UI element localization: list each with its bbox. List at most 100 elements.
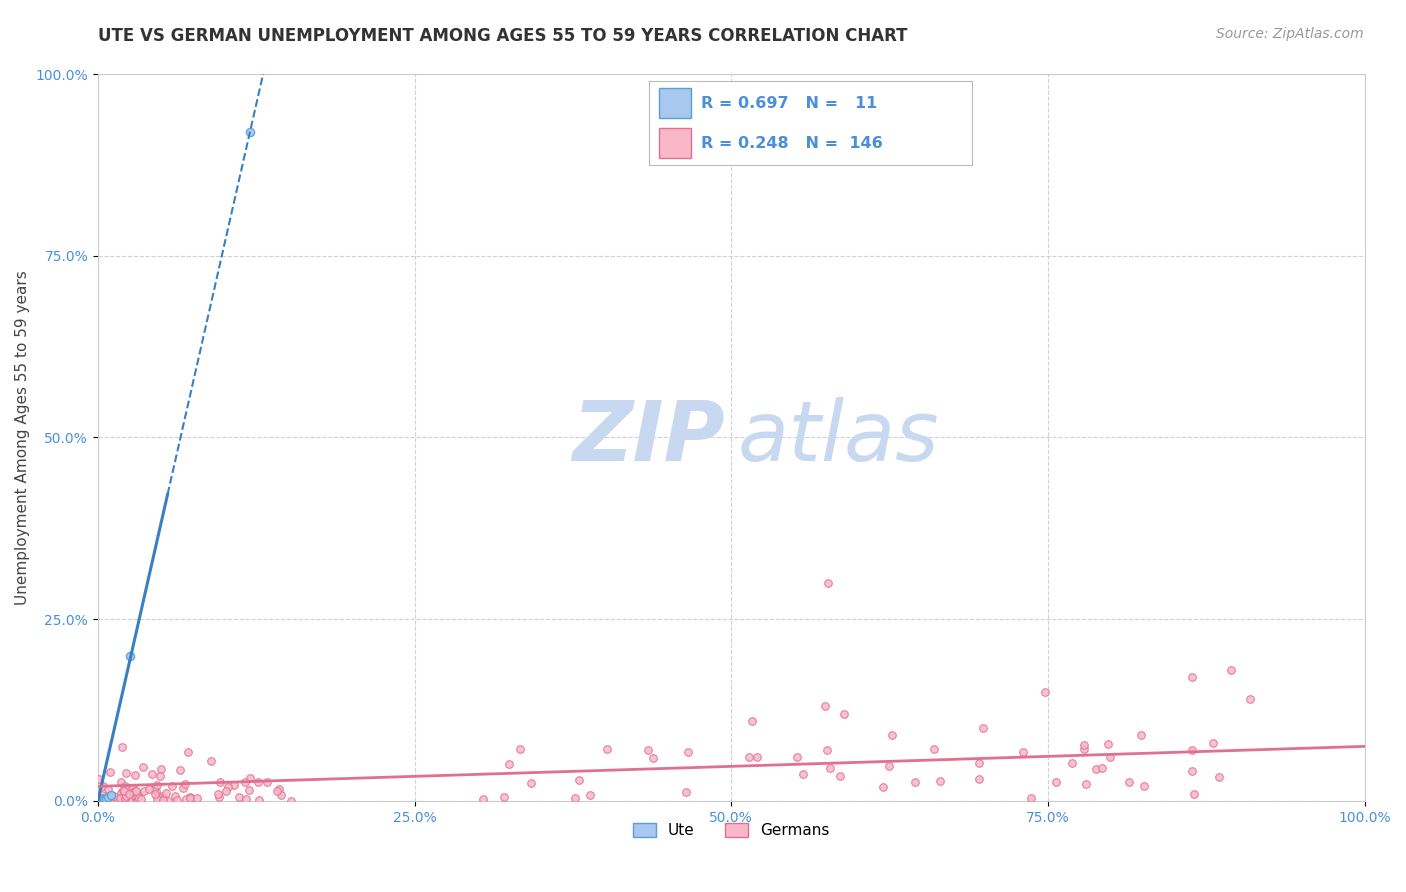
- Point: [1118, 774, 1140, 789]
- Point: [179, 790, 201, 805]
- Text: Source: ZipAtlas.com: Source: ZipAtlas.com: [1216, 27, 1364, 41]
- Point: [174, 777, 197, 791]
- Point: [118, 788, 141, 802]
- Point: [222, 778, 245, 792]
- Point: [111, 740, 134, 755]
- Point: [121, 788, 143, 802]
- Point: [239, 772, 262, 786]
- Point: [160, 780, 183, 794]
- Point: [676, 745, 699, 759]
- Point: [1099, 750, 1122, 764]
- Point: [509, 742, 531, 756]
- Point: [89, 772, 111, 786]
- Point: [578, 788, 600, 802]
- Point: [100, 788, 122, 802]
- Point: [1033, 685, 1056, 699]
- Point: [200, 754, 222, 768]
- Point: [1202, 736, 1225, 750]
- Point: [112, 784, 135, 798]
- Point: [280, 794, 302, 808]
- Point: [87, 794, 110, 808]
- Point: [91, 779, 114, 793]
- Point: [94, 791, 117, 805]
- Point: [155, 786, 177, 800]
- Point: [152, 792, 174, 806]
- Point: [228, 789, 250, 804]
- Point: [118, 792, 141, 806]
- Point: [1097, 737, 1119, 751]
- Point: [472, 792, 495, 806]
- Point: [115, 793, 138, 807]
- Point: [124, 784, 146, 798]
- Point: [97, 790, 120, 805]
- Point: [246, 775, 269, 789]
- Point: [269, 781, 291, 796]
- Point: [217, 780, 239, 795]
- Point: [94, 792, 117, 806]
- Point: [100, 794, 122, 808]
- Point: [738, 750, 761, 764]
- Point: [131, 760, 153, 774]
- Point: [148, 769, 170, 783]
- Point: [120, 786, 142, 800]
- Point: [98, 789, 121, 803]
- Point: [1084, 762, 1107, 776]
- Point: [105, 792, 128, 806]
- Point: [492, 790, 515, 805]
- Point: [145, 792, 167, 806]
- Point: [186, 790, 208, 805]
- Point: [1073, 738, 1095, 752]
- Point: [207, 788, 229, 802]
- Point: [145, 778, 167, 792]
- Point: [928, 774, 950, 789]
- Point: [124, 767, 146, 781]
- Point: [1073, 742, 1095, 756]
- Point: [596, 742, 619, 756]
- Y-axis label: Unemployment Among Ages 55 to 59 years: Unemployment Among Ages 55 to 59 years: [15, 270, 30, 605]
- Point: [90, 790, 112, 805]
- Point: [104, 794, 127, 808]
- Point: [1076, 777, 1098, 791]
- Point: [1132, 779, 1154, 793]
- Point: [166, 792, 188, 806]
- Point: [114, 791, 136, 805]
- Point: [637, 743, 659, 757]
- Point: [872, 780, 894, 794]
- Point: [1220, 663, 1243, 677]
- Point: [745, 750, 768, 764]
- Point: [91, 792, 114, 806]
- Point: [129, 791, 152, 805]
- Point: [150, 789, 173, 803]
- Point: [97, 782, 120, 797]
- Point: [238, 783, 260, 797]
- Point: [1182, 787, 1205, 801]
- Point: [1181, 764, 1204, 778]
- Point: [124, 784, 146, 798]
- Point: [786, 750, 808, 764]
- Point: [828, 769, 851, 783]
- Point: [818, 761, 841, 775]
- Point: [967, 772, 990, 787]
- Point: [814, 699, 837, 714]
- Point: [174, 791, 197, 805]
- Point: [138, 782, 160, 797]
- Point: [1208, 770, 1230, 784]
- Point: [498, 757, 520, 772]
- Point: [152, 793, 174, 807]
- Point: [87, 793, 110, 807]
- Point: [641, 751, 664, 765]
- Point: [266, 784, 288, 798]
- Text: atlas: atlas: [738, 397, 939, 478]
- Point: [117, 787, 139, 801]
- Point: [145, 784, 167, 798]
- Point: [519, 776, 541, 790]
- Point: [141, 766, 163, 780]
- Point: [169, 763, 191, 777]
- Point: [108, 791, 131, 805]
- Point: [972, 721, 994, 735]
- Point: [176, 745, 198, 759]
- Point: [122, 780, 145, 795]
- Point: [1181, 743, 1204, 757]
- Point: [114, 766, 136, 780]
- Point: [103, 789, 125, 803]
